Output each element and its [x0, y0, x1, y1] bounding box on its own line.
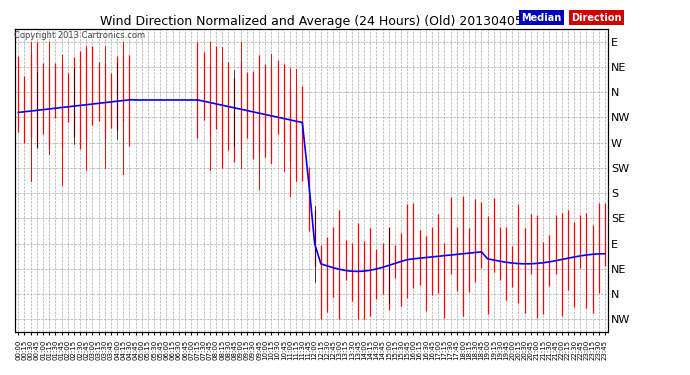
Text: Direction: Direction — [571, 13, 622, 22]
Text: Median: Median — [521, 13, 561, 22]
Title: Wind Direction Normalized and Average (24 Hours) (Old) 20130405: Wind Direction Normalized and Average (2… — [100, 15, 523, 28]
Text: Copyright 2013 Cartronics.com: Copyright 2013 Cartronics.com — [14, 30, 145, 39]
